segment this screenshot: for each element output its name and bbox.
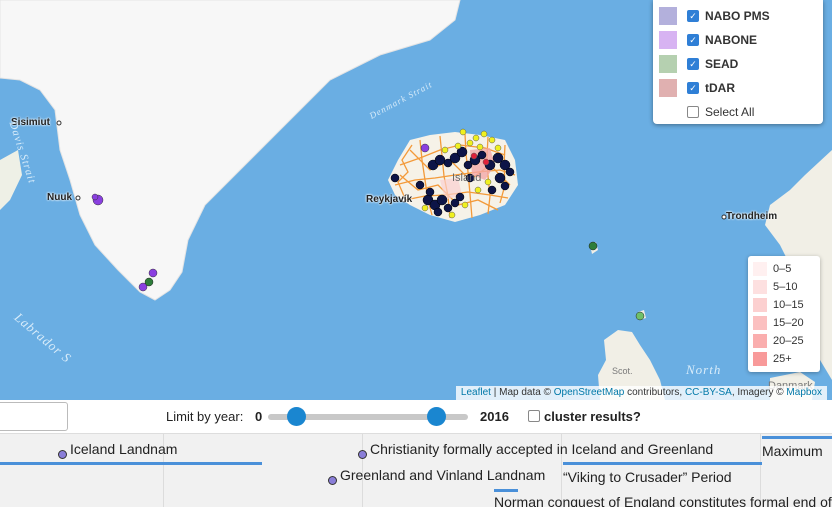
layer-checkbox[interactable]: ✓ xyxy=(687,58,699,70)
limit-year-label: Limit by year: xyxy=(166,409,244,424)
cluster-label: cluster results? xyxy=(544,409,641,424)
osm-link[interactable]: OpenStreetMap xyxy=(553,387,625,398)
site-markers-red xyxy=(470,152,490,166)
layer-checkbox[interactable]: ✓ xyxy=(687,82,699,94)
year-slider-max-handle[interactable] xyxy=(427,407,446,426)
timeline-event-label[interactable]: Maximum xyxy=(762,443,823,459)
density-legend-item: 10–15 xyxy=(753,296,815,314)
scotland-landmass xyxy=(598,330,665,400)
timeline-gridline xyxy=(163,434,164,507)
density-legend-item: 15–20 xyxy=(753,314,815,332)
year-slider-min-handle[interactable] xyxy=(287,407,306,426)
layer-label: NABO PMS xyxy=(705,9,770,23)
year-controls: Limit by year: 0 2016 cluster results? xyxy=(0,400,832,433)
density-swatch xyxy=(753,280,767,294)
select-all-row[interactable]: Select All xyxy=(659,100,817,124)
density-label: 0–5 xyxy=(773,263,792,275)
timeline-event-dot[interactable] xyxy=(58,450,67,459)
layer-label: SEAD xyxy=(705,57,739,71)
city-label-nuuk: Nuuk xyxy=(47,192,72,203)
leaflet-link[interactable]: Leaflet xyxy=(460,387,491,398)
city-label-reykjavik: Reykjavík xyxy=(366,194,413,205)
year-slider-range xyxy=(296,414,436,420)
city-dots xyxy=(56,120,727,220)
select-all-checkbox[interactable] xyxy=(687,106,699,118)
site-markers-dark xyxy=(390,146,515,217)
layer-swatch xyxy=(659,31,677,49)
timeline[interactable]: Iceland Landnam Christianity formally ac… xyxy=(0,433,832,507)
density-legend-item: 5–10 xyxy=(753,278,815,296)
timeline-gridline xyxy=(362,434,363,507)
density-swatch xyxy=(753,316,767,330)
timeline-event-label[interactable]: Norman conquest of England constitutes f… xyxy=(494,494,832,507)
density-label: 15–20 xyxy=(773,317,804,329)
attribution-text: | Map data © xyxy=(490,387,554,398)
site-markers-purple xyxy=(91,143,430,292)
layer-row-tdar[interactable]: ✓ tDAR xyxy=(659,76,817,100)
land-label-scotland: Scot. xyxy=(612,366,633,376)
layer-swatch xyxy=(659,79,677,97)
layer-row-nabone[interactable]: ✓ NABONE xyxy=(659,28,817,52)
timeline-event-label[interactable]: “Viking to Crusader” Period xyxy=(563,469,732,485)
layer-legend: ✓ NABO PMS ✓ NABONE ✓ SEAD ✓ tDAR S xyxy=(653,0,823,124)
city-label-sisimiut: Sisimiut xyxy=(11,117,50,128)
city-label-trondheim: Trondheim xyxy=(726,211,778,222)
timeline-event-label[interactable]: Christianity formally accepted in Icelan… xyxy=(370,441,714,457)
timeline-event-bar[interactable] xyxy=(762,436,832,439)
density-label: 10–15 xyxy=(773,299,804,311)
layer-checkbox[interactable]: ✓ xyxy=(687,34,699,46)
timeline-event-dot[interactable] xyxy=(358,450,367,459)
density-legend: 0–5 5–10 10–15 15–20 20–25 25+ xyxy=(748,256,820,372)
mapbox-link[interactable]: Mapbox xyxy=(786,387,822,398)
layer-swatch xyxy=(659,55,677,73)
select-all-label: Select All xyxy=(705,105,755,119)
cluster-checkbox[interactable] xyxy=(528,410,540,422)
density-swatch xyxy=(753,352,767,366)
density-polygon xyxy=(440,178,462,200)
site-markers-green xyxy=(144,241,645,321)
density-swatch xyxy=(753,334,767,348)
density-label: 25+ xyxy=(773,353,792,365)
canada-landmass xyxy=(0,150,22,210)
timeline-event-label[interactable]: Greenland and Vinland Landnam xyxy=(340,467,546,483)
layer-label: NABONE xyxy=(705,33,758,47)
layer-row-nabo-pms[interactable]: ✓ NABO PMS xyxy=(659,4,817,28)
timeline-event-bar[interactable] xyxy=(563,462,762,465)
attribution-text: , Imagery © xyxy=(731,387,787,398)
density-swatch xyxy=(753,262,767,276)
site-markers-yellow xyxy=(421,128,502,219)
map-view[interactable]: Sisimiut Nuuk Reykjavík Trondheim Island… xyxy=(0,0,832,400)
timeline-gridline xyxy=(760,434,761,507)
timeline-event-bar[interactable] xyxy=(494,489,518,492)
layer-label: tDAR xyxy=(705,81,735,95)
timeline-event-dot[interactable] xyxy=(328,476,337,485)
timeline-event-label[interactable]: Iceland Landnam xyxy=(70,441,178,457)
density-label: 20–25 xyxy=(773,335,804,347)
country-label-iceland: Island xyxy=(452,172,482,184)
license-link[interactable]: CC-BY-SA xyxy=(684,387,732,398)
density-legend-item: 0–5 xyxy=(753,260,815,278)
density-swatch xyxy=(753,298,767,312)
map-attribution: Leaflet | Map data © OpenStreetMap contr… xyxy=(455,386,827,400)
density-legend-item: 25+ xyxy=(753,350,815,368)
layer-swatch xyxy=(659,7,677,25)
attribution-text: contributors, xyxy=(624,387,685,398)
water-label-north-sea: North xyxy=(686,362,722,377)
year-min-label: 0 xyxy=(255,409,263,424)
layer-row-sead[interactable]: ✓ SEAD xyxy=(659,52,817,76)
search-input[interactable] xyxy=(0,402,68,431)
timeline-event-bar[interactable] xyxy=(0,462,262,465)
density-legend-item: 20–25 xyxy=(753,332,815,350)
layer-checkbox[interactable]: ✓ xyxy=(687,10,699,22)
density-label: 5–10 xyxy=(773,281,798,293)
timeline-gridline xyxy=(561,434,562,507)
year-max-label: 2016 xyxy=(480,409,509,424)
greenland-landmass xyxy=(0,0,461,301)
